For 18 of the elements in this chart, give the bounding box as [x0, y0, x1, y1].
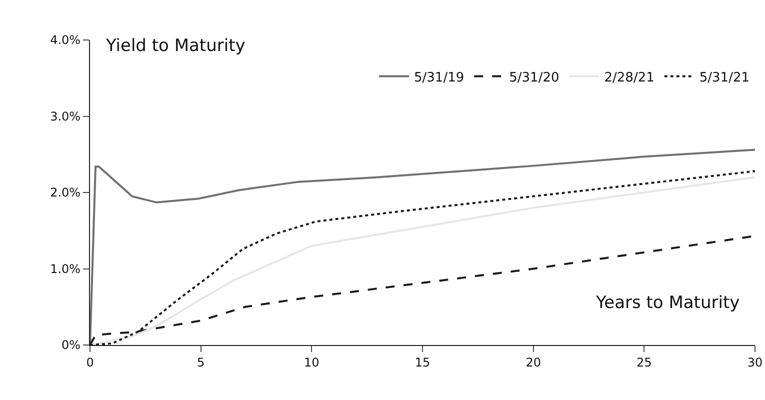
y-tick-label: 3.0%: [50, 109, 81, 124]
x-tick-label: 15: [414, 355, 430, 370]
x-tick-label: 0: [86, 355, 94, 370]
legend-label: 5/31/20: [509, 70, 560, 86]
x-tick-label: 25: [636, 355, 652, 370]
legend-label: 5/31/19: [414, 70, 464, 86]
y-tick-label: 1.0%: [50, 262, 81, 276]
y-tick-label: 2.0%: [50, 186, 81, 200]
x-tick-label: 30: [747, 355, 763, 370]
legend-label: 2/28/21: [604, 70, 654, 86]
x-tick-label: 5: [197, 355, 205, 370]
x-tick-label: 10: [304, 355, 320, 370]
y-tick-label: 0%: [62, 338, 81, 352]
legend-label: 5/31/21: [699, 70, 750, 86]
x-tick-label: 20: [526, 355, 541, 370]
x-axis-title: Years to Maturity: [595, 293, 740, 313]
chart-title: Yield to Maturity: [105, 36, 246, 56]
y-tick-label: 4.0%: [50, 33, 81, 48]
